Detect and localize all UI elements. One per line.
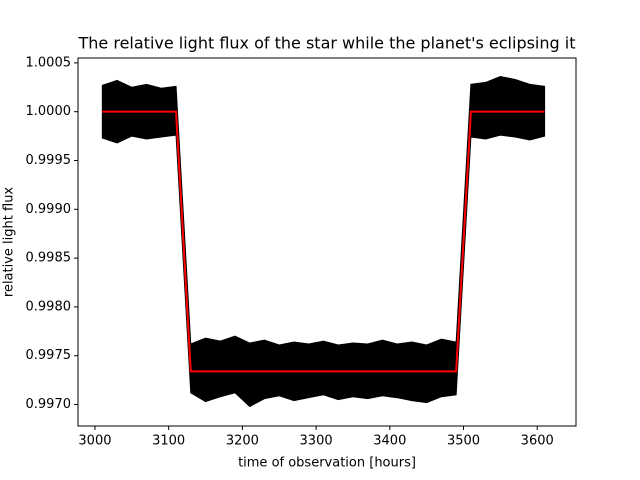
y-tick-label: 0.9975 [26, 348, 72, 363]
y-axis-label: relative light flux [2, 187, 17, 298]
chart-title: The relative light flux of the star whil… [78, 34, 576, 53]
y-tick-label: 0.9970 [26, 397, 72, 412]
x-axis-label: time of observation [hours] [238, 456, 416, 471]
plot-frame [77, 57, 577, 427]
y-tick-label: 1.0005 [26, 55, 72, 70]
y-tick-label: 0.9990 [26, 202, 72, 217]
x-tick-label: 3300 [300, 434, 333, 449]
y-tick-label: 1.0000 [26, 104, 72, 119]
x-tick-label: 3100 [152, 434, 185, 449]
y-tick-label: 0.9985 [26, 251, 72, 266]
observation-band [101, 76, 546, 408]
x-tick-label: 3600 [521, 434, 554, 449]
x-tick-label: 3500 [447, 434, 480, 449]
model-line [102, 110, 545, 373]
x-tick-label: 3200 [226, 434, 259, 449]
x-tick-label: 3400 [373, 434, 406, 449]
x-tick-label: 3000 [78, 434, 111, 449]
y-tick-label: 0.9995 [26, 153, 72, 168]
y-tick-label: 0.9980 [26, 299, 72, 314]
